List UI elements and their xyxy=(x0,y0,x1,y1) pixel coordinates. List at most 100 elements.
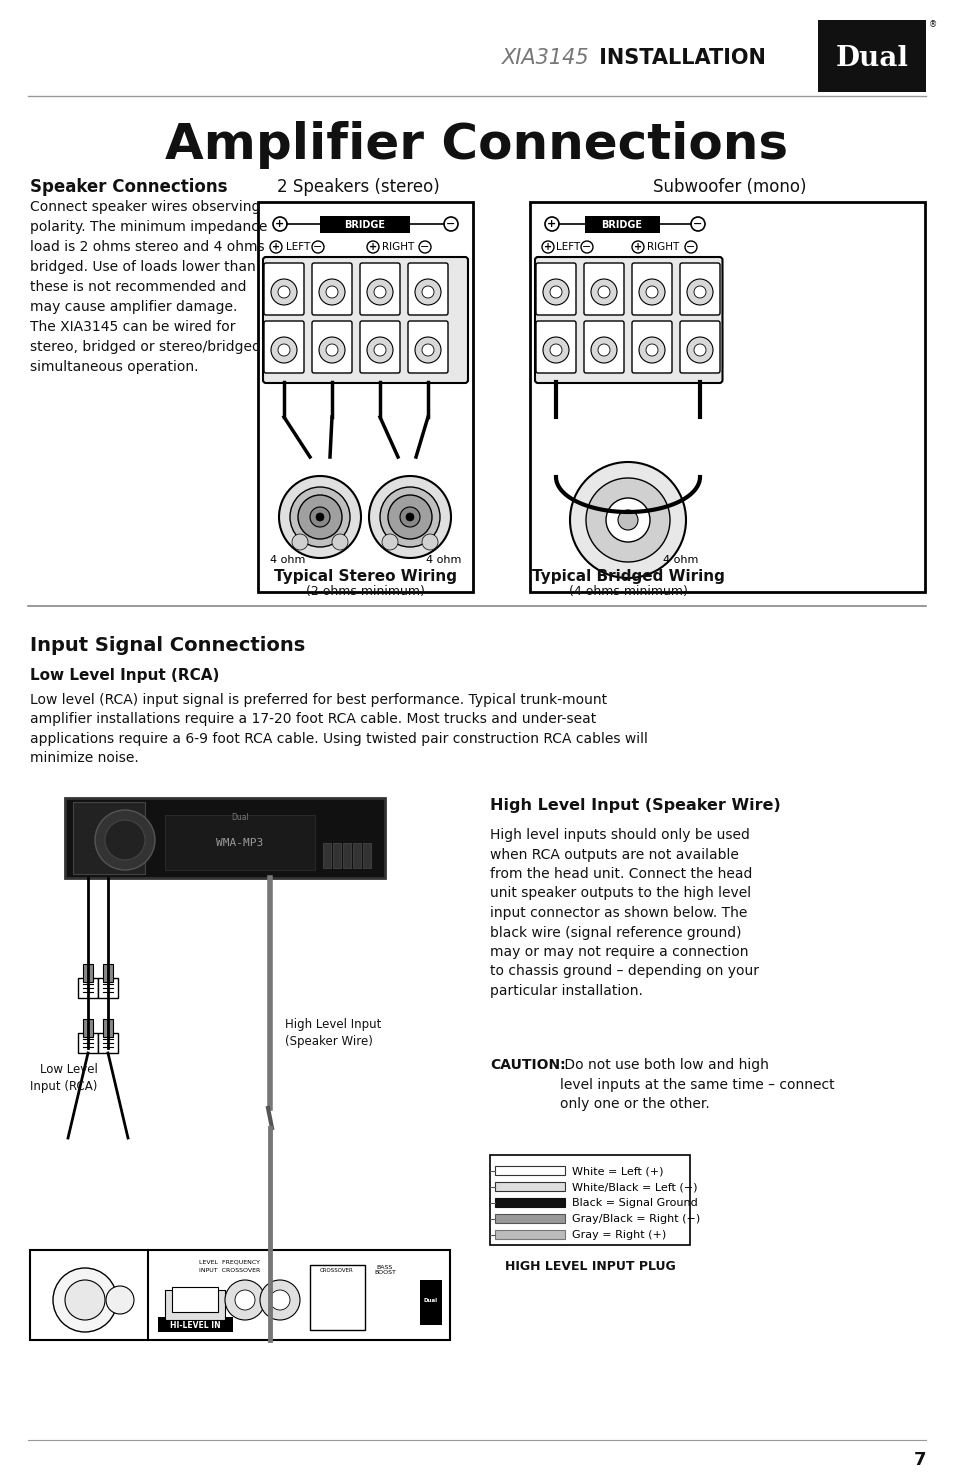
FancyBboxPatch shape xyxy=(408,263,448,316)
Text: 2 Speakers (stereo): 2 Speakers (stereo) xyxy=(276,178,439,196)
Text: Gray = Right (+): Gray = Right (+) xyxy=(572,1230,665,1240)
Circle shape xyxy=(542,279,568,305)
FancyBboxPatch shape xyxy=(263,257,468,384)
Circle shape xyxy=(690,217,704,232)
Text: −: − xyxy=(446,218,456,229)
Circle shape xyxy=(542,336,568,363)
Circle shape xyxy=(693,344,705,355)
Circle shape xyxy=(273,217,287,232)
Circle shape xyxy=(95,810,154,870)
Circle shape xyxy=(598,344,609,355)
Circle shape xyxy=(270,240,282,254)
Circle shape xyxy=(270,1291,290,1310)
Circle shape xyxy=(326,344,337,355)
Text: BRIDGE: BRIDGE xyxy=(344,220,385,230)
Bar xyxy=(353,844,360,867)
Circle shape xyxy=(544,217,558,232)
Text: High Level Input (Speaker Wire): High Level Input (Speaker Wire) xyxy=(490,798,780,813)
Text: XIA3145: XIA3145 xyxy=(502,49,589,68)
Circle shape xyxy=(225,1280,265,1320)
FancyBboxPatch shape xyxy=(583,263,623,316)
Bar xyxy=(343,844,351,867)
FancyBboxPatch shape xyxy=(312,322,352,373)
Bar xyxy=(319,215,410,233)
Circle shape xyxy=(53,1268,117,1332)
Text: (4 ohms minimum): (4 ohms minimum) xyxy=(569,586,687,599)
Text: White = Left (+): White = Left (+) xyxy=(572,1167,662,1176)
Text: HIGH LEVEL INPUT PLUG: HIGH LEVEL INPUT PLUG xyxy=(504,1261,675,1273)
Text: −: − xyxy=(693,218,702,229)
Circle shape xyxy=(585,478,669,562)
Bar xyxy=(98,1032,118,1053)
Circle shape xyxy=(332,534,348,550)
FancyBboxPatch shape xyxy=(679,263,720,316)
Text: RIGHT: RIGHT xyxy=(646,242,679,252)
Bar xyxy=(78,1032,98,1053)
Circle shape xyxy=(421,534,437,550)
Circle shape xyxy=(297,496,341,538)
Bar xyxy=(98,978,118,999)
Text: −: − xyxy=(581,242,591,252)
Text: Gray/Black = Right (−): Gray/Black = Right (−) xyxy=(572,1214,700,1224)
Circle shape xyxy=(639,279,664,305)
Circle shape xyxy=(605,499,649,541)
Circle shape xyxy=(277,344,290,355)
FancyBboxPatch shape xyxy=(631,263,671,316)
Text: HI-LEVEL IN: HI-LEVEL IN xyxy=(170,1320,220,1329)
Text: Dual: Dual xyxy=(835,44,907,71)
Bar xyxy=(83,1019,92,1037)
Circle shape xyxy=(645,286,658,298)
Circle shape xyxy=(106,1286,133,1314)
Text: LEFT: LEFT xyxy=(556,242,579,252)
Circle shape xyxy=(686,336,712,363)
Bar xyxy=(530,202,924,591)
Bar xyxy=(172,1288,218,1311)
Text: Dual: Dual xyxy=(231,814,249,823)
Bar xyxy=(584,215,659,233)
FancyBboxPatch shape xyxy=(631,322,671,373)
Bar xyxy=(65,798,385,878)
Circle shape xyxy=(367,279,393,305)
Circle shape xyxy=(443,217,457,232)
Bar xyxy=(257,202,473,591)
FancyBboxPatch shape xyxy=(679,322,720,373)
Text: High Level Input
(Speaker Wire): High Level Input (Speaker Wire) xyxy=(285,1018,381,1049)
Circle shape xyxy=(105,820,145,860)
FancyBboxPatch shape xyxy=(264,322,304,373)
Bar xyxy=(495,1181,564,1190)
Circle shape xyxy=(418,240,431,254)
FancyBboxPatch shape xyxy=(312,263,352,316)
Circle shape xyxy=(292,534,308,550)
Circle shape xyxy=(415,279,440,305)
Text: INPUT  CROSSOVER: INPUT CROSSOVER xyxy=(199,1267,260,1273)
Text: LEVEL  FREQUENCY: LEVEL FREQUENCY xyxy=(199,1260,260,1264)
Text: Do not use both low and high
level inputs at the same time – connect
only one or: Do not use both low and high level input… xyxy=(559,1058,834,1111)
Text: ®: ® xyxy=(928,21,936,30)
Text: +: + xyxy=(272,242,280,252)
Circle shape xyxy=(374,286,386,298)
Circle shape xyxy=(618,510,638,530)
Text: +: + xyxy=(547,218,556,229)
Circle shape xyxy=(645,344,658,355)
Ellipse shape xyxy=(290,487,350,547)
Text: +: + xyxy=(543,242,552,252)
Text: +: + xyxy=(634,242,641,252)
Text: Dual: Dual xyxy=(423,1298,437,1302)
Circle shape xyxy=(374,344,386,355)
Bar xyxy=(73,802,145,875)
Circle shape xyxy=(312,240,324,254)
Bar xyxy=(817,21,925,91)
Circle shape xyxy=(590,336,617,363)
Circle shape xyxy=(406,513,414,521)
Bar xyxy=(78,978,98,999)
Text: BRIDGE: BRIDGE xyxy=(601,220,641,230)
Bar xyxy=(103,965,112,982)
Ellipse shape xyxy=(379,487,439,547)
Bar xyxy=(165,1291,225,1320)
Text: (2 ohms minimum): (2 ohms minimum) xyxy=(306,586,424,599)
Bar xyxy=(310,1266,365,1330)
Text: Black = Signal Ground: Black = Signal Ground xyxy=(572,1198,697,1208)
Circle shape xyxy=(381,534,397,550)
Ellipse shape xyxy=(369,476,451,558)
Text: Typical Stereo Wiring: Typical Stereo Wiring xyxy=(274,569,456,584)
